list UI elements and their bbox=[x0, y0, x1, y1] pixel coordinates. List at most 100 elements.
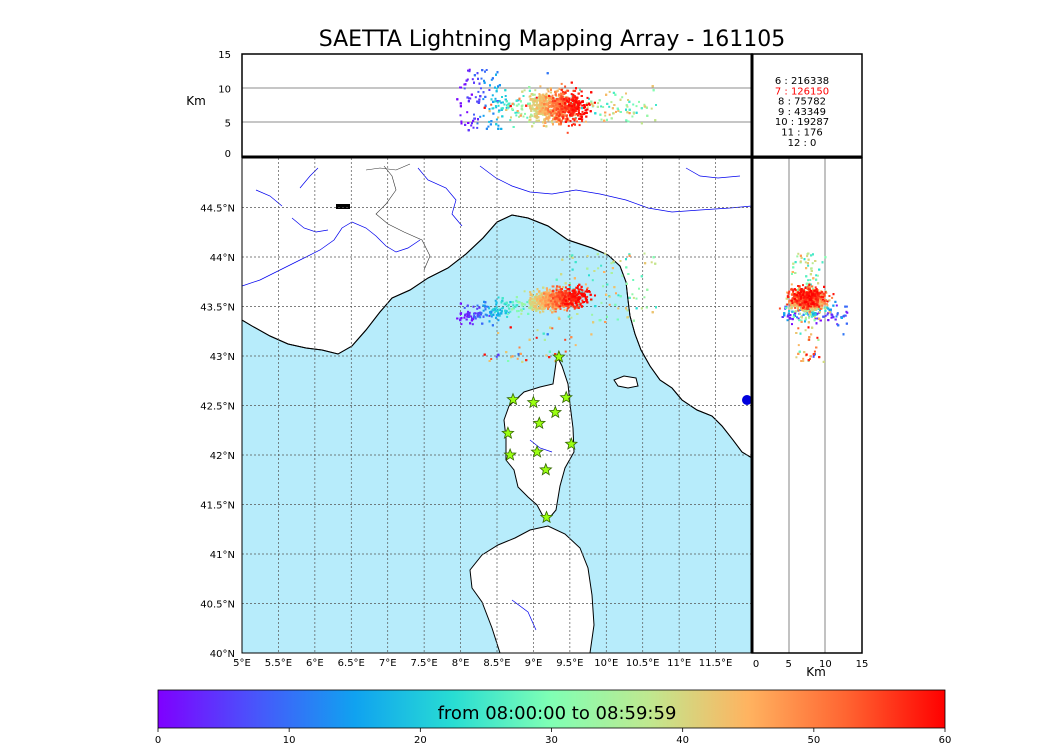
source-point bbox=[477, 312, 480, 315]
source-point bbox=[564, 96, 567, 98]
source-point bbox=[521, 304, 524, 307]
source-point bbox=[554, 100, 557, 102]
source-point bbox=[541, 108, 544, 111]
source-point bbox=[611, 107, 614, 110]
source-point bbox=[544, 307, 547, 310]
source-point bbox=[638, 100, 640, 103]
source-point bbox=[579, 292, 582, 295]
source-point bbox=[472, 305, 475, 308]
source-point bbox=[552, 97, 555, 100]
source-point bbox=[501, 115, 504, 118]
source-point bbox=[531, 301, 534, 303]
source-point bbox=[488, 314, 491, 317]
source-point bbox=[547, 291, 550, 294]
source-point bbox=[583, 295, 586, 297]
source-point bbox=[605, 93, 608, 96]
source-point bbox=[470, 93, 473, 96]
source-point bbox=[500, 107, 503, 110]
source-point bbox=[559, 112, 562, 115]
source-point bbox=[507, 312, 509, 315]
source-point bbox=[552, 297, 555, 300]
source-point bbox=[528, 102, 531, 105]
source-point bbox=[574, 292, 577, 295]
source-point bbox=[566, 107, 569, 110]
source-point bbox=[579, 88, 581, 91]
source-point bbox=[518, 346, 521, 349]
source-point bbox=[548, 350, 551, 353]
source-point bbox=[482, 114, 485, 117]
source-point bbox=[520, 105, 523, 108]
source-point bbox=[574, 117, 577, 120]
source-point bbox=[599, 113, 602, 116]
source-point bbox=[547, 105, 550, 108]
source-point bbox=[529, 302, 532, 305]
source-point bbox=[507, 360, 510, 362]
source-point bbox=[468, 314, 471, 317]
source-point bbox=[557, 101, 560, 104]
source-point bbox=[573, 295, 576, 298]
source-point bbox=[638, 287, 640, 290]
source-point bbox=[554, 118, 557, 120]
source-point bbox=[561, 301, 564, 304]
source-point bbox=[490, 313, 493, 316]
source-point bbox=[627, 99, 629, 101]
source-point bbox=[531, 107, 534, 110]
source-point bbox=[537, 116, 540, 119]
latitude-tick-label: 42°N bbox=[210, 451, 235, 462]
longitude-tick-label: 5°E bbox=[233, 658, 251, 669]
source-point bbox=[557, 116, 560, 119]
source-point bbox=[579, 302, 582, 305]
source-point bbox=[626, 309, 629, 312]
source-point bbox=[588, 290, 590, 293]
source-point bbox=[559, 298, 561, 301]
source-point bbox=[541, 94, 544, 97]
source-point bbox=[474, 317, 477, 320]
source-point bbox=[606, 283, 609, 286]
source-point bbox=[512, 126, 515, 128]
source-point bbox=[560, 92, 563, 95]
source-point bbox=[555, 107, 558, 110]
source-point bbox=[585, 300, 588, 303]
source-point bbox=[584, 290, 587, 293]
source-point bbox=[644, 262, 647, 265]
source-point bbox=[495, 303, 498, 306]
source-point bbox=[500, 312, 503, 315]
source-point bbox=[536, 99, 539, 102]
source-point bbox=[581, 120, 583, 123]
source-point bbox=[543, 110, 546, 113]
source-point bbox=[569, 106, 571, 109]
source-point bbox=[543, 297, 546, 300]
source-point bbox=[566, 299, 569, 302]
source-point bbox=[573, 294, 576, 297]
source-point bbox=[650, 107, 653, 110]
source-point bbox=[549, 108, 552, 111]
source-point bbox=[534, 97, 536, 100]
source-point bbox=[559, 294, 561, 297]
source-point bbox=[553, 302, 556, 305]
figure-title: SAETTA Lightning Mapping Array - 161105 bbox=[319, 27, 786, 52]
source-point bbox=[621, 96, 624, 99]
source-point bbox=[488, 89, 491, 91]
source-point bbox=[570, 103, 573, 106]
source-point bbox=[574, 296, 577, 299]
map-lightning-sources bbox=[456, 252, 657, 363]
source-point bbox=[497, 308, 500, 311]
source-point bbox=[528, 306, 531, 309]
source-point bbox=[576, 292, 579, 295]
source-point bbox=[566, 120, 569, 123]
source-point bbox=[532, 301, 535, 304]
source-point bbox=[574, 290, 577, 293]
source-point bbox=[577, 298, 579, 301]
source-point bbox=[547, 111, 550, 114]
source-point bbox=[539, 298, 541, 301]
source-point bbox=[551, 290, 554, 292]
political-borders bbox=[365, 163, 431, 271]
source-point bbox=[519, 352, 522, 355]
source-point bbox=[561, 303, 564, 306]
source-point bbox=[579, 303, 582, 306]
source-point bbox=[541, 308, 544, 310]
source-point bbox=[570, 114, 573, 117]
source-point bbox=[504, 309, 507, 312]
source-point bbox=[459, 319, 462, 322]
source-point bbox=[608, 113, 611, 116]
